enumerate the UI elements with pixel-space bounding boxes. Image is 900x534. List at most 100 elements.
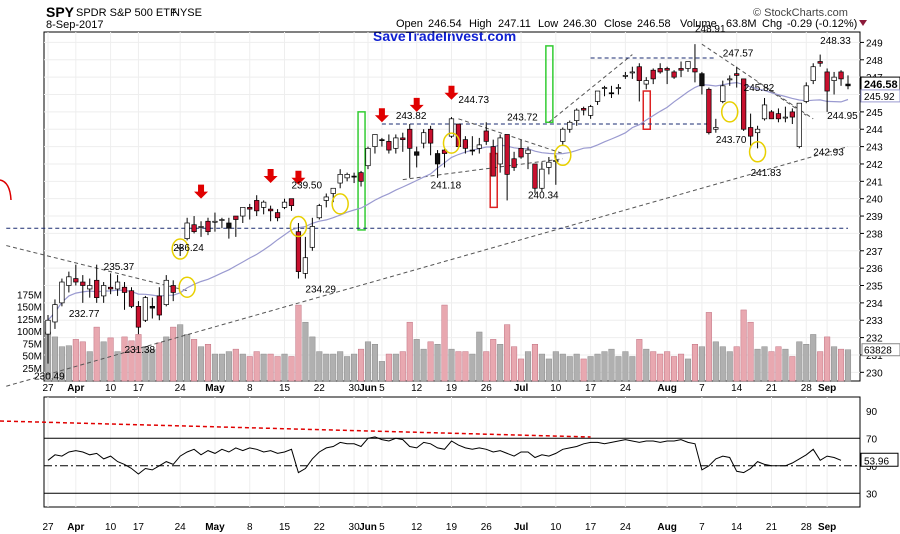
candle-body <box>163 279 169 305</box>
volume-bar <box>657 353 664 382</box>
rsi-tick-label: 50 <box>866 462 878 473</box>
candle-body <box>414 151 420 156</box>
volume-bar <box>608 348 615 382</box>
candle-body <box>323 196 329 201</box>
candle-body <box>330 187 336 194</box>
candle-body <box>650 69 656 80</box>
candle-body <box>121 286 128 293</box>
candle-body <box>594 90 601 102</box>
candle-body <box>796 102 802 147</box>
x-tick-label: Aug <box>657 383 676 394</box>
rsi-x-tick-label: 26 <box>481 522 493 533</box>
price-tick-label: 231 <box>866 351 883 362</box>
volume-bar <box>844 349 852 382</box>
volume-bar <box>587 356 594 382</box>
volume-bar <box>114 351 121 382</box>
security-name: SPDR S&P 500 ETF <box>76 7 177 19</box>
candle-body <box>170 285 176 293</box>
rsi-x-tick-label: 10 <box>105 522 117 533</box>
volume-bar <box>149 348 156 382</box>
volume-bar <box>260 353 267 382</box>
volume-bar <box>817 351 824 382</box>
volume-bar <box>559 353 566 382</box>
volume-bar <box>392 353 399 382</box>
volume-bar <box>726 351 733 382</box>
candle-body <box>177 246 183 249</box>
price-tick-label: 248 <box>866 56 883 67</box>
x-tick-label: 24 <box>175 383 187 394</box>
candle-body <box>448 118 455 137</box>
trendline <box>548 54 633 123</box>
rsi-trendline <box>0 420 591 438</box>
candle-body <box>469 149 475 152</box>
candle-body <box>142 297 149 321</box>
volume-bar <box>288 356 295 382</box>
volume-bar <box>664 351 671 382</box>
rsi-tick-label: 70 <box>866 434 878 445</box>
volume-tick-label: 100M <box>17 327 42 338</box>
candle-body <box>267 208 274 212</box>
price-annotations: 236.24 235.37 232.77 231.38 230.49 239.50 234.… <box>34 24 858 382</box>
volume-bar <box>504 324 511 382</box>
candle-body <box>817 61 823 64</box>
candle-body <box>532 163 538 189</box>
price-annotation: 236.24 <box>173 243 204 254</box>
candle-body <box>386 141 392 151</box>
candle-body <box>768 111 775 120</box>
candle-body <box>379 139 385 142</box>
volume-bar <box>490 339 497 382</box>
candle-body <box>101 285 107 297</box>
volume-bar <box>65 345 72 382</box>
price-tick-label: 242 <box>866 160 883 171</box>
candle-body <box>574 109 580 121</box>
candle-body <box>365 147 371 167</box>
volume-last-value: 63828 <box>864 346 892 357</box>
volume-bar <box>476 331 483 382</box>
volume-bar <box>128 340 135 382</box>
candle-body <box>601 87 608 89</box>
candle-body <box>94 279 100 299</box>
volume-bar <box>594 353 601 382</box>
candle-body <box>80 281 86 286</box>
volume-bar <box>420 348 427 382</box>
price-annotation: 243.72 <box>507 113 538 124</box>
close-label: Close <box>604 18 632 30</box>
volume-bar <box>281 353 288 382</box>
candle-body <box>727 78 733 81</box>
price-annotation: 243.70 <box>716 135 747 146</box>
rsi-x-tick-label: 17 <box>133 522 145 533</box>
rsi-x-tick-label: 21 <box>766 522 778 533</box>
signal-markers <box>171 85 767 298</box>
price-annotation: 234.29 <box>305 284 336 295</box>
candle-body <box>504 134 510 175</box>
price-annotation: 239.50 <box>291 180 322 191</box>
volume-bar <box>302 321 309 382</box>
price-annotation: 244.95 <box>827 111 858 122</box>
edge-arc <box>0 179 12 201</box>
price-tick-label: 243 <box>866 143 883 154</box>
volume-bar <box>295 304 302 382</box>
candle-body <box>316 205 322 219</box>
x-tick-label: Apr <box>67 383 84 394</box>
ma-last-box <box>860 89 900 103</box>
green-box <box>357 111 366 231</box>
x-tick-label: 30 <box>349 383 361 394</box>
x-tick-label: Jul <box>514 383 529 394</box>
candle-body <box>128 290 135 307</box>
volume-bar <box>838 348 845 382</box>
rsi-panel: 30 50 70 90 53.96 <box>0 407 899 500</box>
x-tick-label: 10 <box>105 383 117 394</box>
volume-bar <box>705 312 712 382</box>
volume-bar <box>218 353 225 382</box>
rsi-x-tick-label: 19 <box>446 522 458 533</box>
volume-bar <box>51 336 58 382</box>
volume-bar <box>733 346 740 382</box>
volume-bar <box>274 356 281 382</box>
rsi-x-tick-label: 12 <box>411 522 423 533</box>
volume-bar <box>448 348 455 382</box>
volume-value: 63.8M <box>726 18 757 30</box>
candle-body <box>344 174 350 179</box>
candle-body <box>135 305 142 328</box>
open-label: Open <box>396 18 423 30</box>
volume-tick-label: 75M <box>23 339 42 350</box>
